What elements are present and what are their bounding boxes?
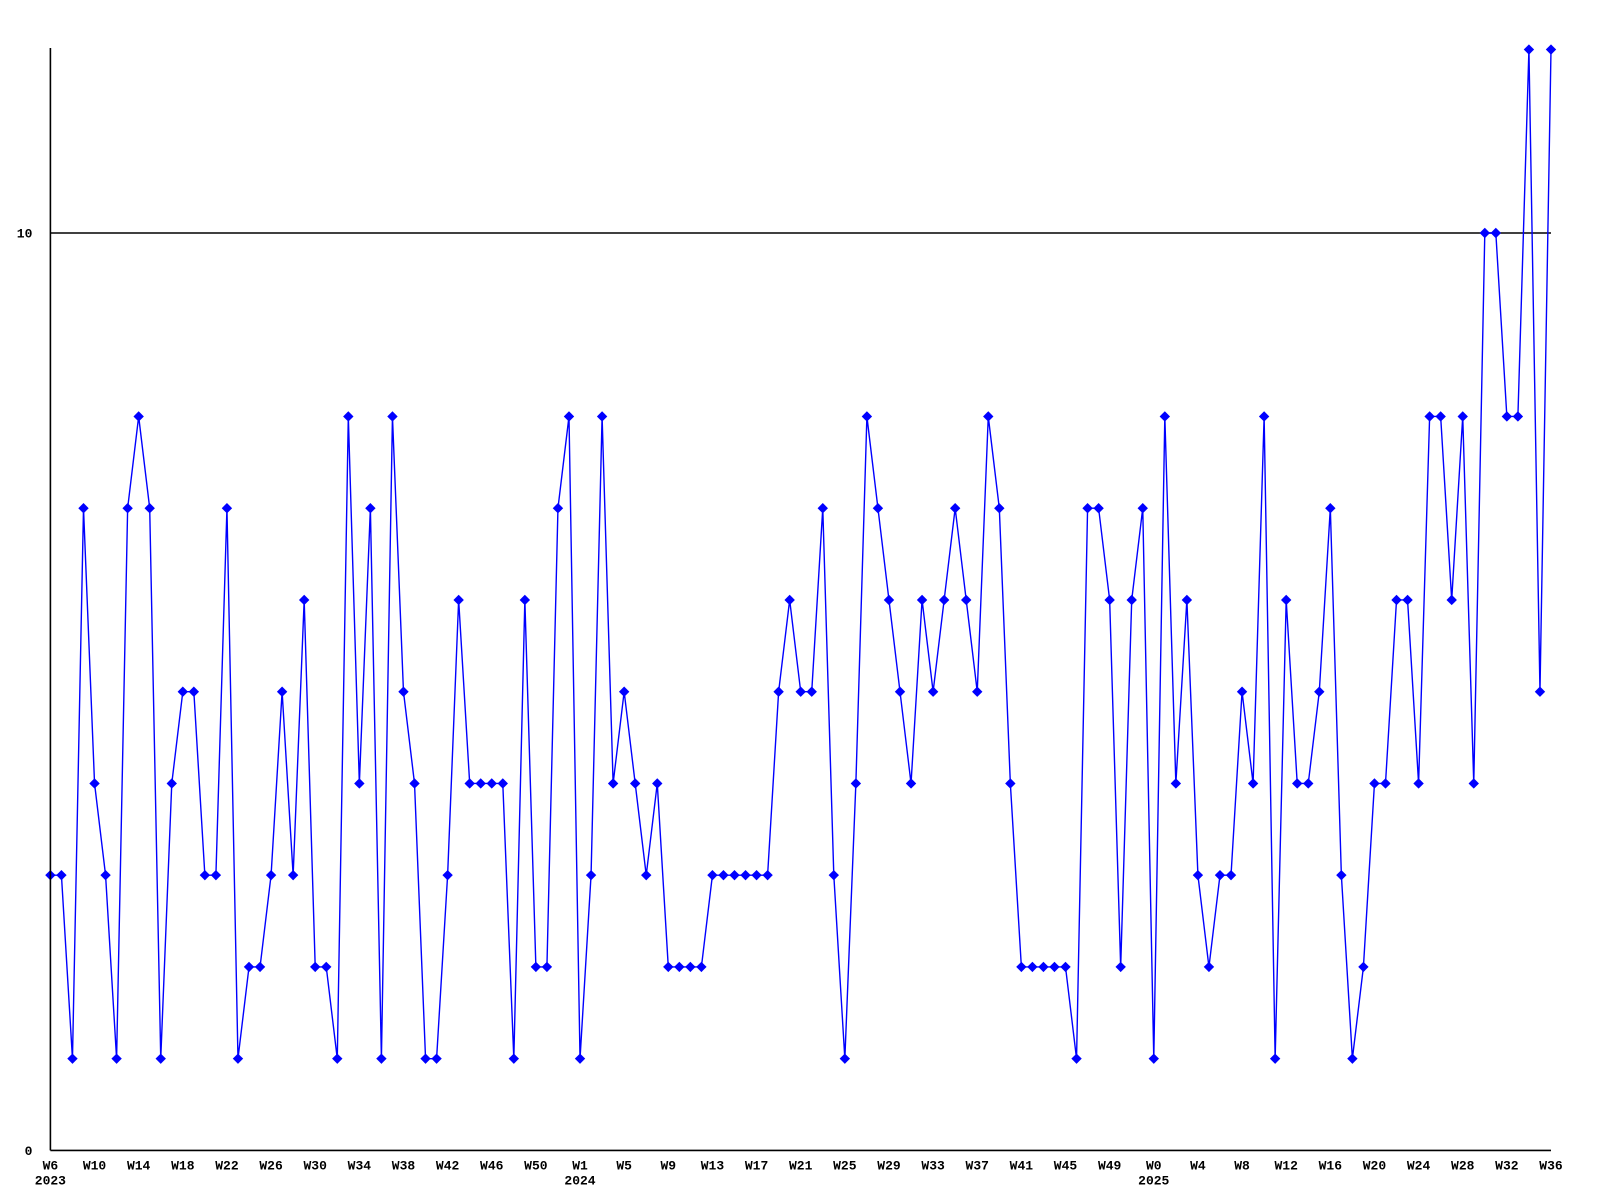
svg-text:W20: W20: [1363, 1158, 1387, 1173]
svg-text:W1: W1: [572, 1158, 588, 1173]
svg-text:W37: W37: [966, 1158, 989, 1173]
svg-text:2023: 2023: [35, 1173, 66, 1188]
svg-text:W33: W33: [921, 1158, 945, 1173]
svg-text:W25: W25: [833, 1158, 857, 1173]
svg-text:2025: 2025: [1138, 1173, 1169, 1188]
svg-text:W29: W29: [877, 1158, 901, 1173]
svg-text:W38: W38: [392, 1158, 416, 1173]
svg-text:W10: W10: [83, 1158, 107, 1173]
svg-text:W28: W28: [1451, 1158, 1475, 1173]
svg-text:W22: W22: [215, 1158, 239, 1173]
svg-text:W50: W50: [524, 1158, 548, 1173]
svg-text:W41: W41: [1010, 1158, 1034, 1173]
svg-text:W46: W46: [480, 1158, 504, 1173]
svg-text:W6: W6: [43, 1158, 59, 1173]
svg-text:W49: W49: [1098, 1158, 1122, 1173]
svg-text:W32: W32: [1495, 1158, 1519, 1173]
svg-text:10: 10: [17, 227, 33, 242]
svg-text:W34: W34: [348, 1158, 372, 1173]
svg-text:W5: W5: [616, 1158, 632, 1173]
svg-text:W36: W36: [1539, 1158, 1563, 1173]
svg-text:W14: W14: [127, 1158, 151, 1173]
svg-text:2024: 2024: [564, 1173, 595, 1188]
svg-text:W4: W4: [1190, 1158, 1206, 1173]
svg-text:W21: W21: [789, 1158, 813, 1173]
svg-text:W26: W26: [259, 1158, 283, 1173]
svg-text:0: 0: [25, 1144, 33, 1159]
svg-text:W30: W30: [304, 1158, 328, 1173]
svg-text:W9: W9: [660, 1158, 676, 1173]
svg-text:W18: W18: [171, 1158, 195, 1173]
svg-text:W16: W16: [1319, 1158, 1343, 1173]
svg-text:W8: W8: [1234, 1158, 1250, 1173]
svg-text:W42: W42: [436, 1158, 460, 1173]
svg-text:W45: W45: [1054, 1158, 1078, 1173]
svg-text:W12: W12: [1274, 1158, 1298, 1173]
svg-text:W13: W13: [701, 1158, 725, 1173]
svg-text:W17: W17: [745, 1158, 768, 1173]
svg-text:W24: W24: [1407, 1158, 1431, 1173]
svg-text:W0: W0: [1146, 1158, 1162, 1173]
